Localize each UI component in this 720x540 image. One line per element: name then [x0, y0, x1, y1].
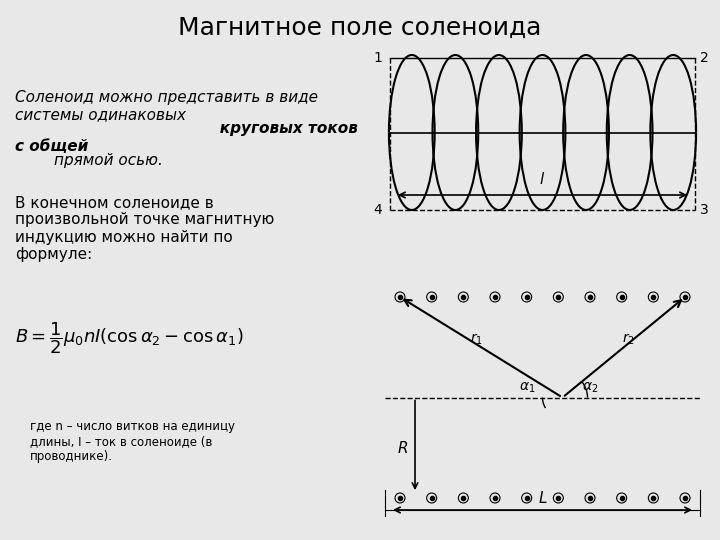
Text: Магнитное поле соленоида: Магнитное поле соленоида	[179, 16, 541, 40]
Text: 3: 3	[700, 203, 708, 217]
Text: $r_1$: $r_1$	[469, 332, 482, 347]
Text: $R$: $R$	[397, 440, 408, 456]
Text: прямой осью.: прямой осью.	[15, 118, 163, 168]
Text: $\alpha_2$: $\alpha_2$	[582, 380, 599, 395]
Text: $l$: $l$	[539, 171, 546, 187]
Text: $\alpha_1$: $\alpha_1$	[519, 380, 536, 395]
Text: 1: 1	[373, 51, 382, 65]
Text: $L$: $L$	[538, 490, 547, 506]
Text: 4: 4	[373, 203, 382, 217]
Text: где n – число витков на единицу
длины, I – ток в соленоиде (в
проводнике).: где n – число витков на единицу длины, I…	[30, 420, 235, 463]
Text: В конечном соленоиде в
произвольной точке магнитную
индукцию можно найти по
форм: В конечном соленоиде в произвольной точк…	[15, 195, 274, 262]
Text: 2: 2	[700, 51, 708, 65]
Text: круговых токов
с общей: круговых токов с общей	[15, 104, 358, 154]
Text: Соленоид можно представить в виде
системы одинаковых: Соленоид можно представить в виде систем…	[15, 90, 318, 123]
Text: $B = \dfrac{1}{2}\mu_0 nI(\cos\alpha_2 - \cos\alpha_1)$: $B = \dfrac{1}{2}\mu_0 nI(\cos\alpha_2 -…	[15, 320, 243, 356]
Text: $r_2$: $r_2$	[622, 332, 635, 347]
